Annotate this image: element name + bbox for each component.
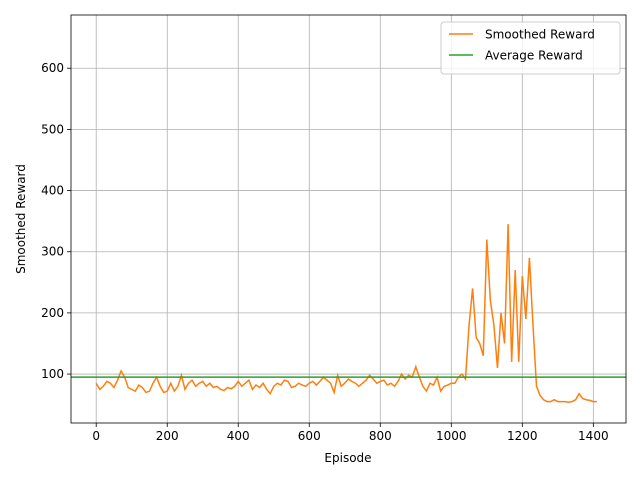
- y-tick-label: 500: [41, 122, 64, 136]
- x-tick-label: 200: [156, 429, 179, 443]
- x-axis-label: Episode: [324, 451, 371, 465]
- line-series: [95, 224, 597, 403]
- x-tick-label: 400: [227, 429, 250, 443]
- x-tick-label: 1400: [578, 429, 609, 443]
- y-tick-label: 300: [41, 245, 64, 259]
- legend-box: [440, 21, 621, 75]
- x-tick-label: 1200: [507, 429, 538, 443]
- axes-frame: [70, 14, 627, 424]
- y-axis-label: Smoothed Reward: [14, 164, 28, 274]
- legend-label: Average Reward: [485, 49, 583, 63]
- y-tick-label: 100: [41, 367, 64, 381]
- x-tick-label: 0: [92, 429, 100, 443]
- y-tick-label: 600: [41, 61, 64, 75]
- y-tick-label: 400: [41, 184, 64, 198]
- y-tick-label: 200: [41, 306, 64, 320]
- x-tick-label: 600: [298, 429, 321, 443]
- legend-label: Smoothed Reward: [485, 28, 595, 42]
- x-tick-label: 1000: [436, 429, 467, 443]
- x-tick-label: 800: [369, 429, 392, 443]
